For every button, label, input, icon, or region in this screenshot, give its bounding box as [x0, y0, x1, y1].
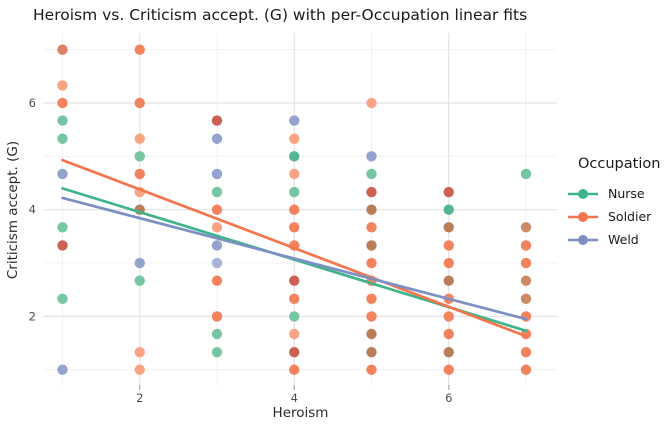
data-point: [211, 275, 223, 286]
data-point: [134, 133, 145, 144]
legend-label: Weld: [608, 232, 639, 247]
data-point: [520, 275, 532, 286]
data-point: [520, 346, 532, 358]
y-tick-label: 4: [29, 203, 36, 217]
data-point: [366, 151, 377, 162]
data-point: [366, 257, 377, 269]
data-point: [211, 133, 223, 144]
data-point: [289, 222, 300, 233]
x-axis-label: Heroism: [272, 405, 329, 421]
legend-item-nurse: Nurse: [566, 182, 660, 205]
data-point: [443, 186, 454, 198]
data-point: [520, 168, 532, 180]
data-point: [211, 311, 223, 322]
data-point: [289, 186, 300, 198]
data-point: [211, 186, 223, 198]
data-point: [57, 168, 68, 180]
data-point: [366, 97, 377, 109]
legend: Occupation Nurse Soldier Weld: [566, 156, 660, 251]
data-point: [134, 275, 145, 286]
data-point: [57, 115, 68, 126]
data-point: [57, 44, 68, 55]
data-point: [57, 97, 68, 109]
data-point: [520, 257, 532, 269]
data-point: [366, 311, 377, 322]
legend-key-icon: [568, 211, 598, 222]
data-point: [211, 257, 223, 269]
data-point: [520, 293, 532, 304]
data-point: [289, 168, 300, 180]
data-point: [443, 275, 454, 286]
data-point: [134, 97, 145, 109]
y-tick-label: 6: [29, 96, 36, 110]
data-point: [211, 168, 223, 180]
x-tick-label: 6: [445, 391, 452, 405]
data-point: [366, 240, 377, 251]
data-point: [289, 204, 300, 215]
fit-line-weld: [61, 196, 528, 321]
data-point: [57, 80, 68, 91]
data-point: [443, 311, 454, 322]
legend-label: Soldier: [608, 209, 652, 224]
data-point: [211, 240, 223, 251]
data-point: [134, 168, 145, 180]
data-point: [289, 364, 300, 375]
data-point: [289, 133, 300, 144]
data-point: [366, 346, 377, 358]
data-point: [289, 328, 300, 340]
data-point: [289, 151, 300, 162]
data-point: [443, 346, 454, 358]
x-tick-label: 2: [136, 391, 143, 405]
data-point: [366, 328, 377, 340]
data-point: [134, 364, 145, 375]
data-point: [289, 346, 300, 358]
data-point: [443, 328, 454, 340]
legend-item-soldier: Soldier: [566, 205, 660, 228]
data-point: [211, 115, 223, 126]
chart-title: Heroism vs. Criticism accept. (G) with p…: [33, 6, 528, 24]
data-point: [366, 364, 377, 375]
data-point: [57, 364, 68, 375]
data-point: [289, 275, 300, 286]
data-point: [520, 222, 532, 233]
data-point: [366, 168, 377, 180]
data-point: [520, 240, 532, 251]
data-point: [443, 240, 454, 251]
data-point: [57, 240, 68, 251]
fit-line-soldier: [61, 158, 528, 338]
data-point: [289, 115, 300, 126]
data-point: [57, 293, 68, 304]
data-point: [211, 328, 223, 340]
data-point: [134, 44, 145, 55]
data-point: [289, 293, 300, 304]
legend-key-icon: [568, 188, 598, 199]
data-point: [520, 364, 532, 375]
data-point: [366, 186, 377, 198]
data-point: [134, 257, 145, 269]
data-point: [289, 311, 300, 322]
x-tick-label: 4: [291, 391, 298, 405]
data-point: [211, 204, 223, 215]
legend-item-weld: Weld: [566, 228, 660, 251]
data-point: [211, 346, 223, 358]
legend-label: Nurse: [608, 186, 645, 201]
data-point: [134, 151, 145, 162]
data-point: [57, 222, 68, 233]
y-tick-label: 2: [29, 309, 36, 323]
data-point: [134, 346, 145, 358]
data-point: [366, 293, 377, 304]
legend-title: Occupation: [578, 156, 661, 172]
data-point: [211, 222, 223, 233]
data-point: [366, 204, 377, 215]
data-point: [443, 257, 454, 269]
data-point: [443, 222, 454, 233]
data-point: [443, 204, 454, 215]
data-point: [366, 222, 377, 233]
data-point: [443, 364, 454, 375]
data-point: [57, 133, 68, 144]
legend-key-icon: [568, 234, 598, 245]
y-axis-label: Criticism accept. (G): [5, 140, 21, 280]
